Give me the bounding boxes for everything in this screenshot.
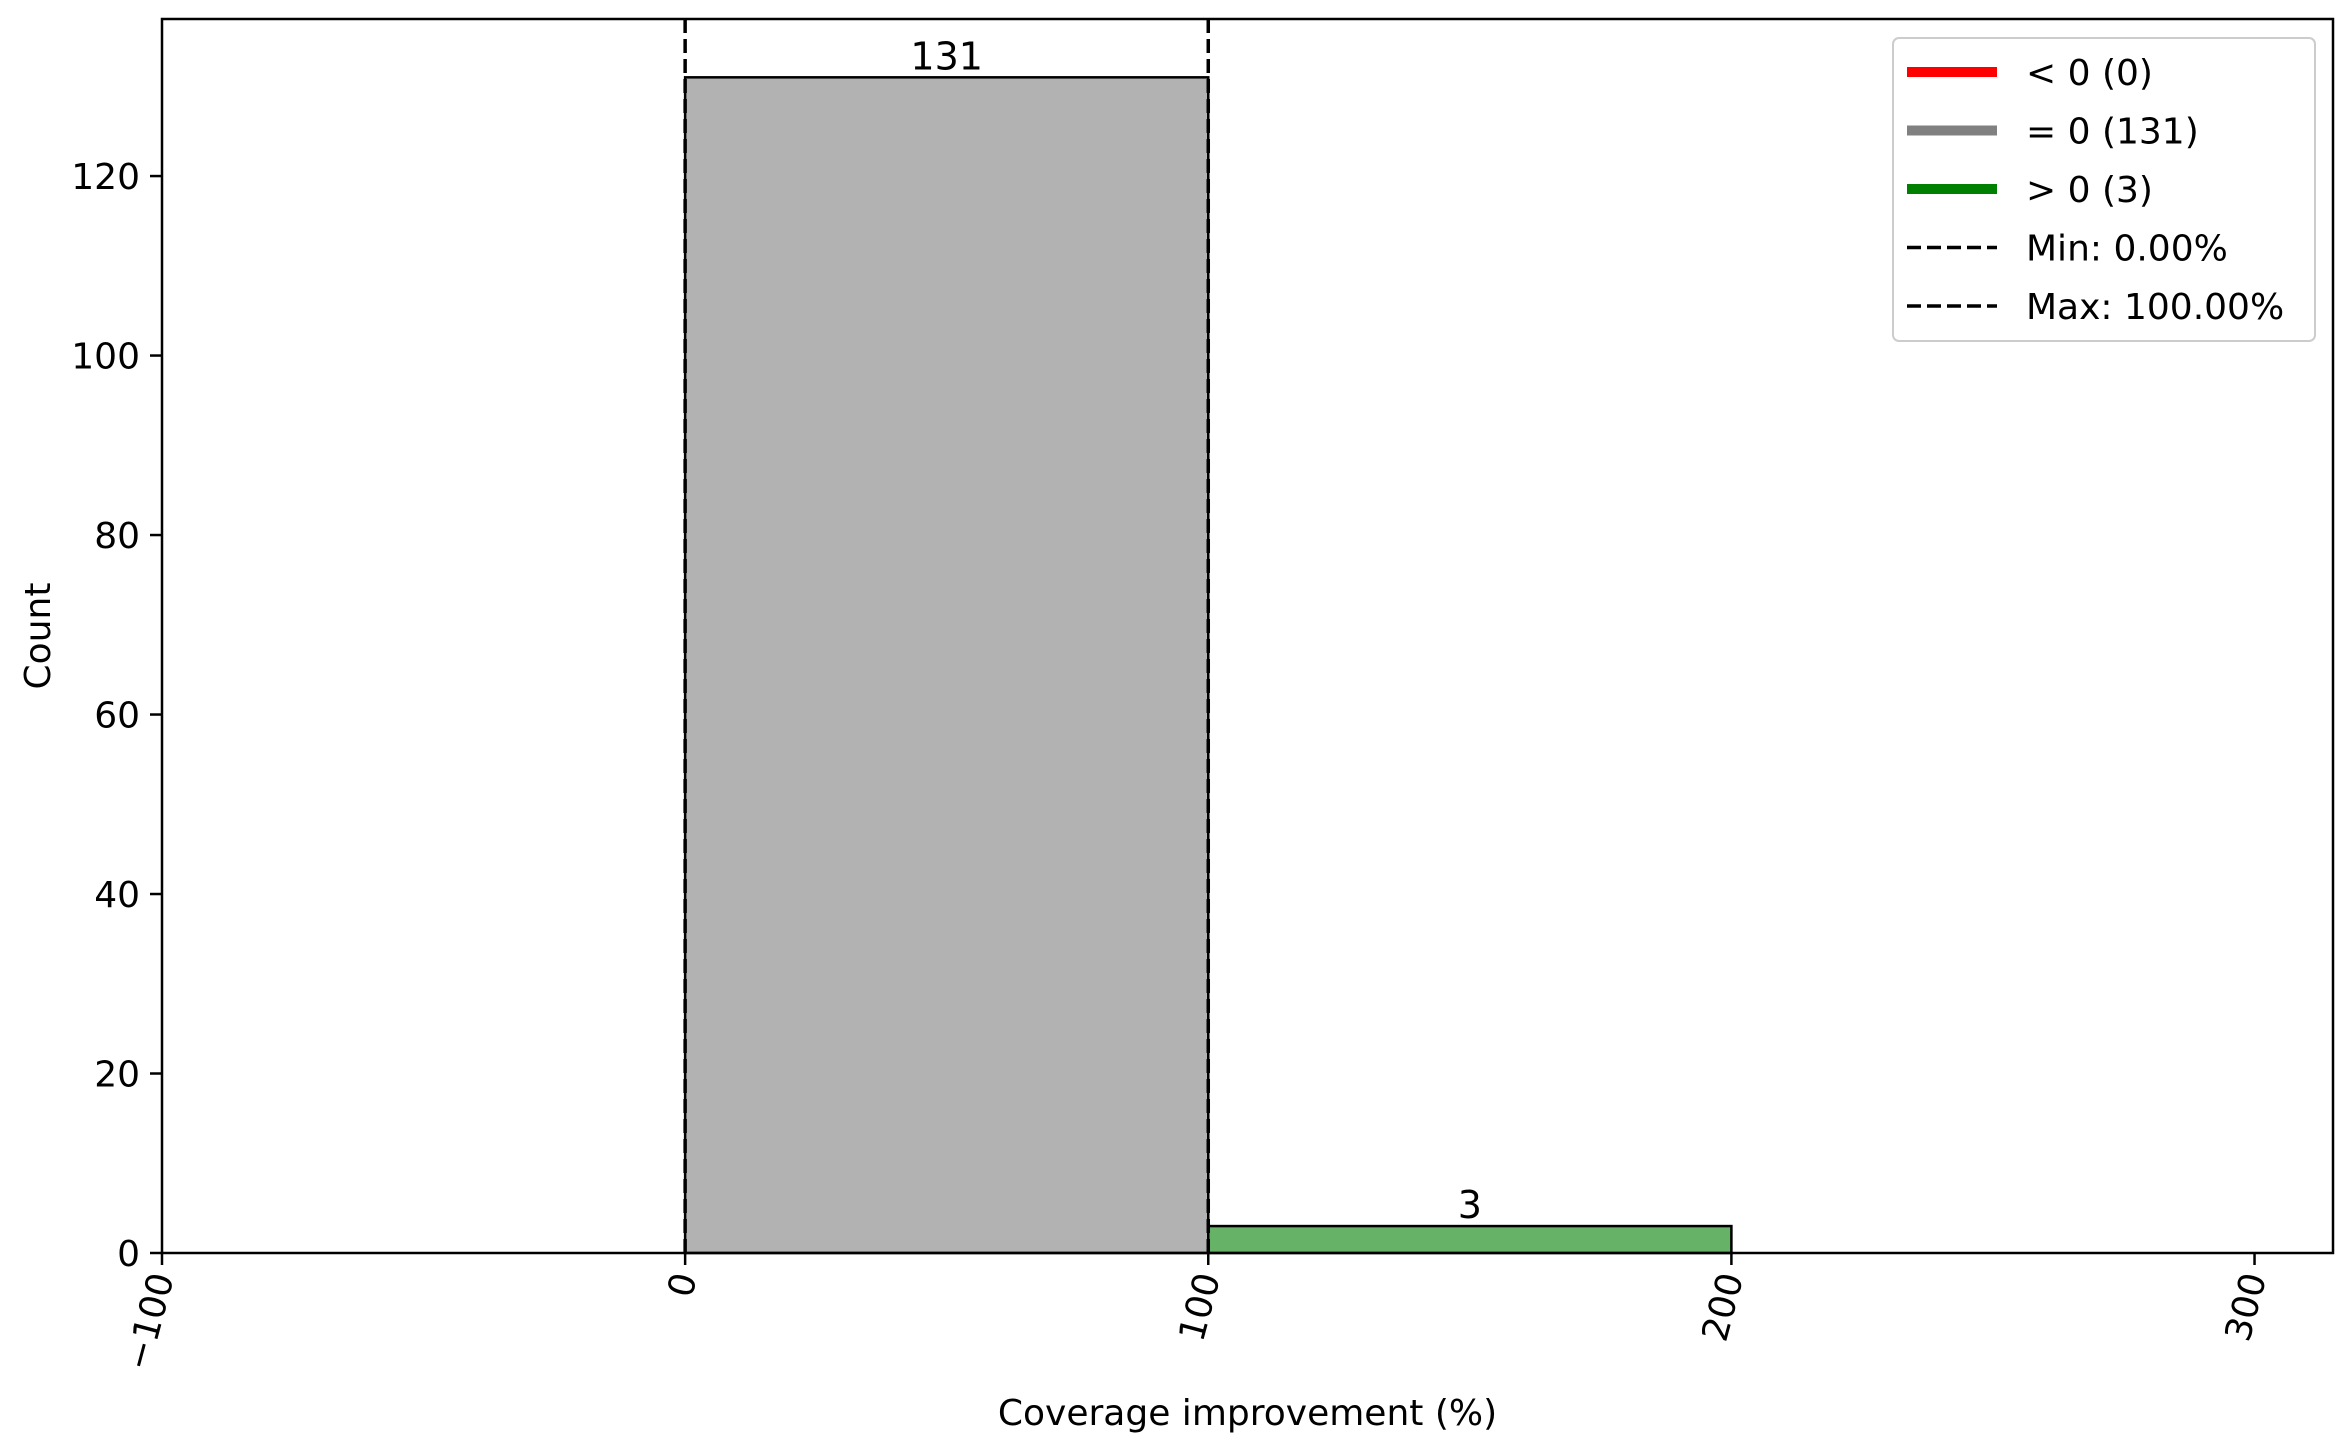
- bar-value-label: 131: [910, 34, 983, 78]
- plot-frame: [160, 17, 2335, 1255]
- y-tick-label: 20: [94, 1055, 140, 1096]
- histogram-bar-greater_than_zero: [1207, 1224, 1733, 1255]
- y-tick-label: 60: [94, 696, 140, 737]
- legend-label: > 0 (3): [2026, 170, 2153, 211]
- histogram-bar-equal_zero: [683, 76, 1210, 1255]
- bars-layer: [683, 76, 1733, 1255]
- reference-lines-layer: [683, 19, 1211, 1253]
- y-tick-label: 80: [94, 516, 140, 557]
- legend-label: < 0 (0): [2026, 53, 2153, 94]
- x-axis-label: Coverage improvement (%): [998, 1393, 1497, 1434]
- legend: < 0 (0) = 0 (131) > 0 (3) Min: 0.00% Max: 10…: [1892, 37, 2316, 342]
- legend-label: Max: 100.00%: [2026, 287, 2284, 328]
- y-axis-label: Count: [18, 583, 59, 690]
- y-tick-label: 40: [94, 875, 140, 916]
- bar-value-label: 3: [1458, 1183, 1482, 1227]
- y-tick-label: 100: [71, 337, 140, 378]
- legend-label: Min: 0.00%: [2026, 229, 2228, 270]
- bar-labels-layer: 131 3: [910, 34, 1481, 1227]
- legend-box: [1892, 37, 2316, 342]
- y-tick-label: 0: [117, 1234, 140, 1275]
- legend-label: = 0 (131): [2026, 112, 2199, 153]
- y-tick-label: 120: [71, 157, 140, 198]
